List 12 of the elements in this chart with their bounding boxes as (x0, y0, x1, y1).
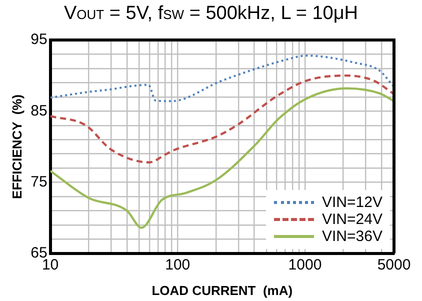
x-tick-label: 100 (165, 256, 190, 274)
y-tick-label: 75 (30, 173, 48, 190)
y-tick-label: 95 (30, 31, 48, 48)
x-tick-label: 5000 (377, 256, 411, 274)
y-axis-title: EFFICIENCY (%) (9, 94, 24, 199)
x-axis-title: LOAD CURRENT (mA) (152, 282, 293, 298)
x-tick-label: 1000 (288, 256, 322, 274)
legend-label: VIN=36V (322, 228, 382, 246)
legend-label: VIN=12V (322, 194, 382, 212)
legend-label: VIN=24V (322, 211, 382, 228)
y-tick-label: 85 (30, 102, 48, 120)
x-tick-label: 10 (42, 256, 59, 274)
